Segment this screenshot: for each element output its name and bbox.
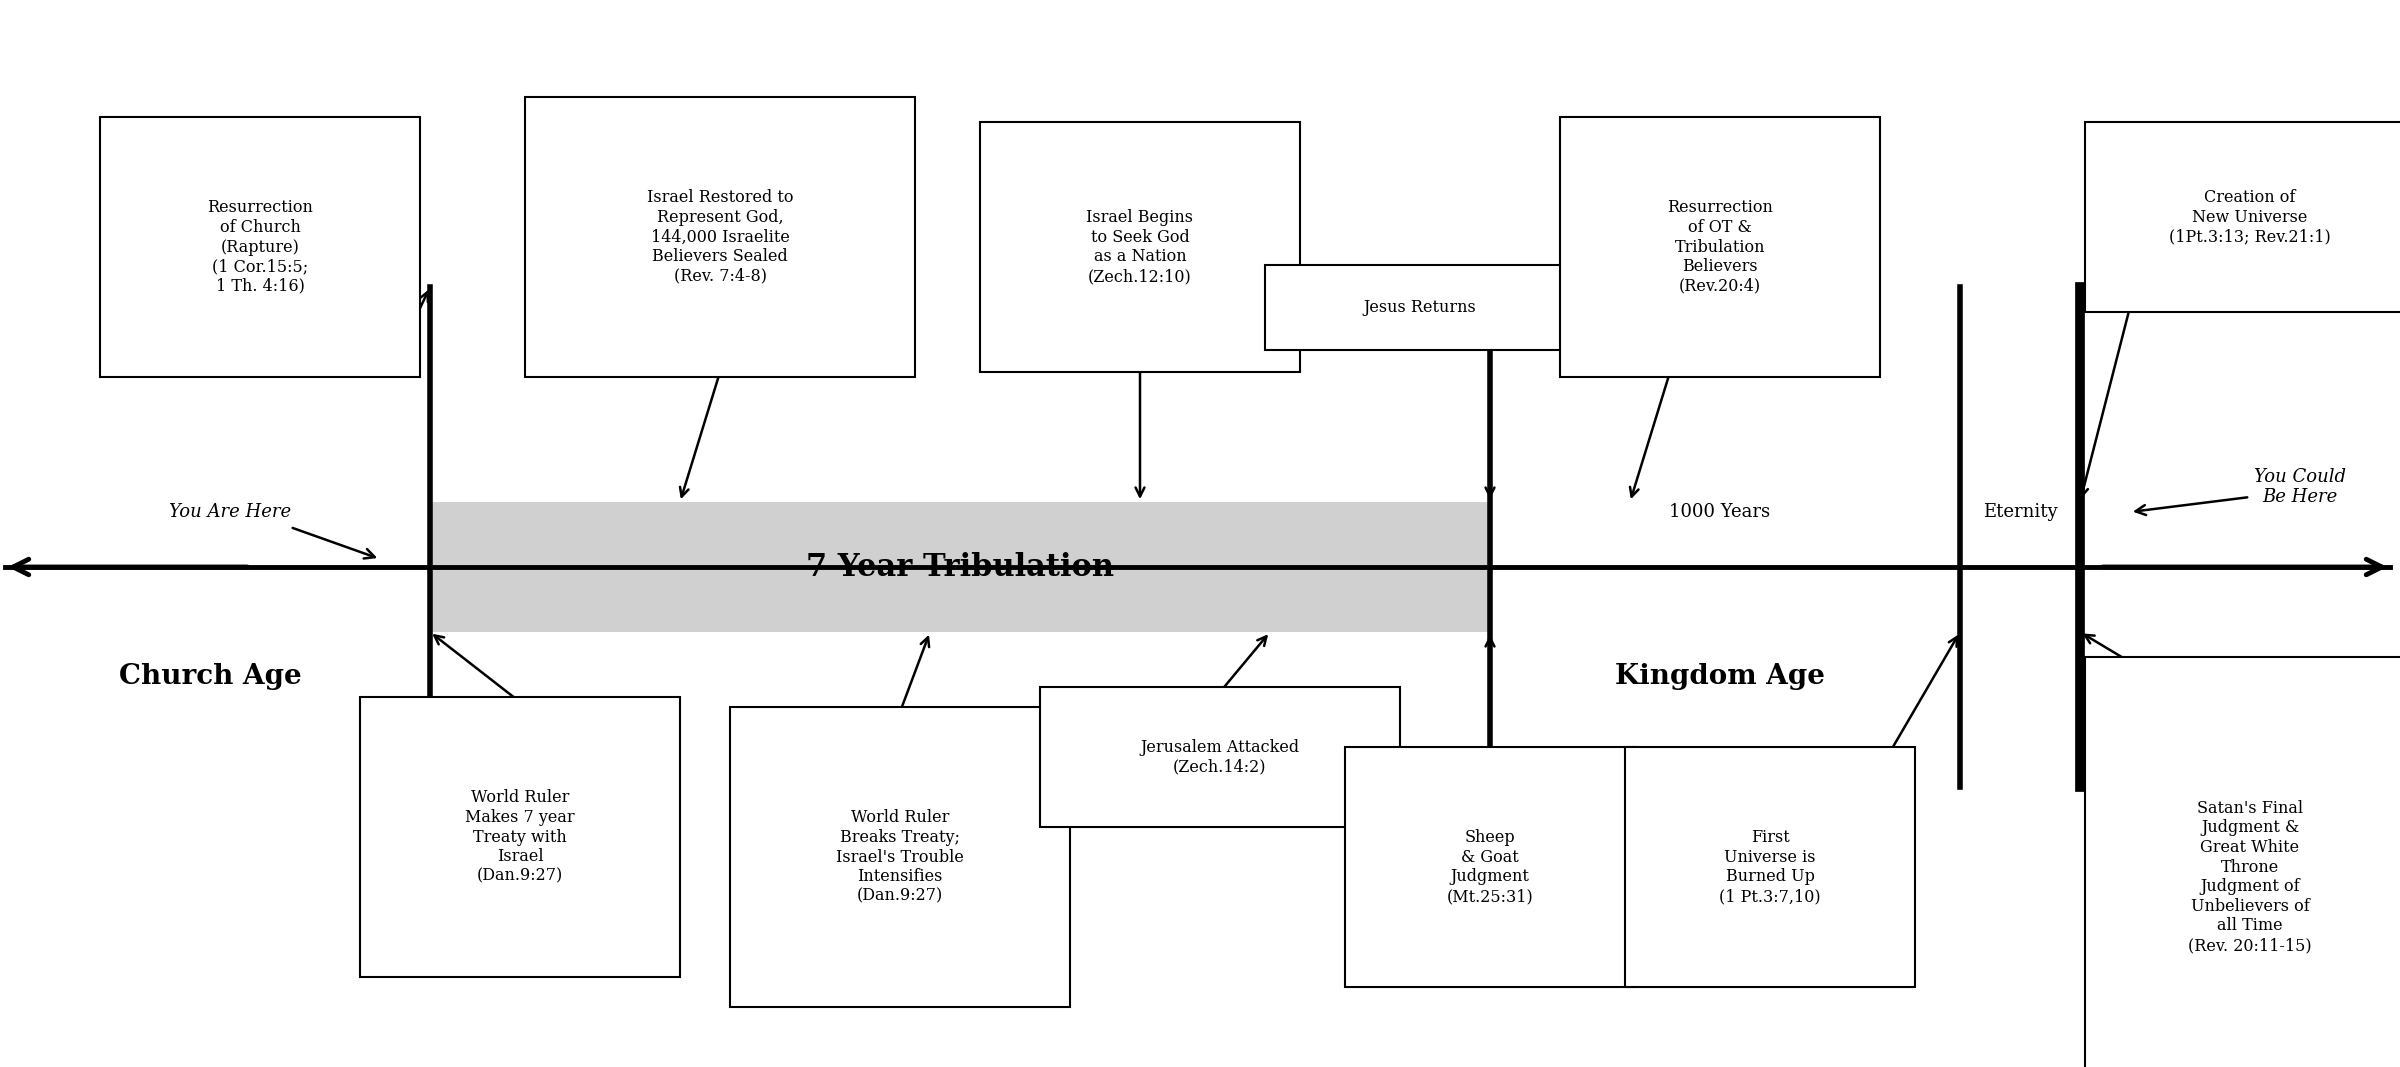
- Text: 7 Year Tribulation: 7 Year Tribulation: [806, 552, 1114, 583]
- Text: Israel Restored to
Represent God,
144,000 Israelite
Believers Sealed
(Rev. 7:4-8: Israel Restored to Represent God, 144,00…: [646, 189, 794, 285]
- Text: Sheep
& Goat
Judgment
(Mt.25:31): Sheep & Goat Judgment (Mt.25:31): [1447, 829, 1534, 905]
- Text: Jerusalem Attacked
(Zech.14:2): Jerusalem Attacked (Zech.14:2): [1140, 738, 1298, 776]
- Text: Church Age: Church Age: [118, 664, 302, 690]
- FancyBboxPatch shape: [1039, 687, 1399, 827]
- Text: 1000 Years: 1000 Years: [1670, 503, 1771, 521]
- Text: Resurrection
of Church
(Rapture)
(1 Cor.15:5;
1 Th. 4:16): Resurrection of Church (Rapture) (1 Cor.…: [206, 200, 312, 294]
- FancyBboxPatch shape: [1265, 265, 1574, 350]
- Text: Resurrection
of OT &
Tribulation
Believers
(Rev.20:4): Resurrection of OT & Tribulation Believe…: [1668, 200, 1774, 294]
- FancyBboxPatch shape: [526, 97, 914, 377]
- Text: Jesus Returns: Jesus Returns: [1363, 299, 1476, 316]
- FancyBboxPatch shape: [1344, 747, 1634, 987]
- Bar: [430, 501, 1490, 632]
- Text: Satan's Final
Judgment &
Great White
Throne
Judgment of
Unbelievers of
all Time
: Satan's Final Judgment & Great White Thr…: [2189, 800, 2311, 954]
- FancyBboxPatch shape: [1560, 117, 1879, 377]
- FancyBboxPatch shape: [1625, 747, 1915, 987]
- FancyBboxPatch shape: [2086, 657, 2400, 1067]
- Text: First
Universe is
Burned Up
(1 Pt.3:7,10): First Universe is Burned Up (1 Pt.3:7,10…: [1718, 829, 1822, 905]
- Text: Kingdom Age: Kingdom Age: [1615, 664, 1824, 690]
- Text: You Could
Be Here: You Could Be Here: [2254, 467, 2347, 507]
- FancyBboxPatch shape: [730, 707, 1070, 1007]
- Text: Creation of
New Universe
(1Pt.3:13; Rev.21:1): Creation of New Universe (1Pt.3:13; Rev.…: [2170, 189, 2330, 245]
- FancyBboxPatch shape: [979, 122, 1301, 372]
- Text: New Heaven &
New Earth: New Heaven & New Earth: [2117, 668, 2345, 727]
- Text: Israel Begins
to Seek God
as a Nation
(Zech.12:10): Israel Begins to Seek God as a Nation (Z…: [1087, 209, 1193, 285]
- Text: Eternity: Eternity: [1982, 503, 2057, 521]
- FancyBboxPatch shape: [360, 697, 679, 977]
- Text: You Are Here: You Are Here: [168, 503, 290, 521]
- Text: World Ruler
Breaks Treaty;
Israel's Trouble
Intensifies
(Dan.9:27): World Ruler Breaks Treaty; Israel's Trou…: [835, 809, 965, 905]
- Text: World Ruler
Makes 7 year
Treaty with
Israel
(Dan.9:27): World Ruler Makes 7 year Treaty with Isr…: [466, 790, 576, 885]
- FancyBboxPatch shape: [101, 117, 420, 377]
- FancyBboxPatch shape: [2086, 122, 2400, 312]
